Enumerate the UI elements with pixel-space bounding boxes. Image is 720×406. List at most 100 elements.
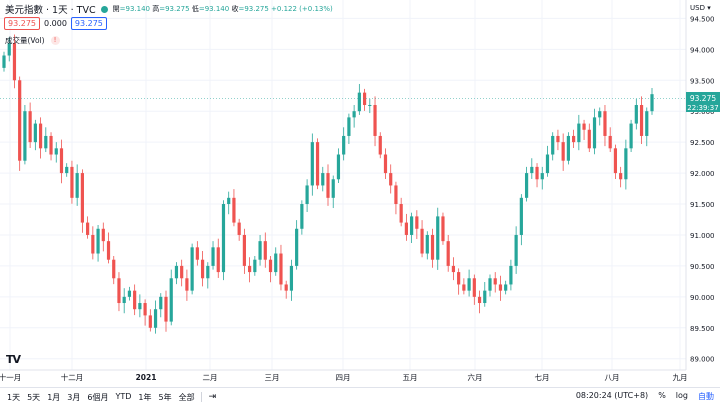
candle-body — [650, 94, 654, 112]
open-label: 開 — [112, 5, 120, 13]
time-axis[interactable]: 十一月 十二月 2021 二月 三月 四月 五月 六月 七月 八月 九月 — [0, 372, 688, 382]
time-tick-label: 三月 — [265, 373, 280, 382]
candle-body — [253, 259, 257, 273]
candle-body — [49, 135, 53, 155]
warning-icon[interactable]: ! — [50, 36, 60, 45]
candle-body — [420, 228, 424, 254]
candle-body — [159, 296, 163, 310]
last-price-label: 93.275 — [690, 94, 716, 103]
time-tick-label: 2021 — [136, 373, 157, 382]
time-tick-label: 七月 — [535, 373, 550, 382]
ask-button[interactable]: 93.275 — [70, 17, 107, 30]
legend-header: 美元指數 · 1天 · TVC 開=93.140 高=93.275 低=93.1… — [0, 0, 333, 18]
candle-body — [389, 173, 393, 186]
log-toggle[interactable]: log — [675, 391, 688, 400]
candle-body — [300, 204, 304, 229]
price-axis[interactable]: 94.500 94.000 93.500 93.000 92.500 92.000 91.5… — [690, 15, 715, 363]
candle-body — [289, 265, 294, 291]
candle-body — [639, 105, 644, 136]
currency-select[interactable]: USD ▾ — [690, 4, 711, 12]
range-button[interactable]: 1年 — [138, 392, 152, 402]
range-button[interactable]: 全部 — [178, 392, 195, 402]
range-button[interactable]: 5年 — [158, 392, 172, 402]
calendar-range-icon[interactable]: ⇥ — [208, 392, 217, 402]
price-tick-label: 93.000 — [690, 108, 715, 116]
high-label: 高 — [152, 5, 160, 13]
candle-body — [227, 197, 231, 205]
volume-legend: 成交量(Vol) ! — [5, 35, 60, 46]
range-button[interactable]: 5天 — [27, 392, 41, 402]
candle-body — [368, 105, 372, 107]
candle-body — [352, 111, 356, 118]
candle-body — [321, 173, 325, 186]
range-button[interactable]: 6個月 — [87, 392, 109, 402]
candle-body — [645, 111, 649, 136]
candle-body — [467, 278, 471, 291]
candle-body — [540, 173, 544, 180]
candle-body — [174, 265, 179, 279]
time-tick-label: 四月 — [336, 373, 351, 382]
price-tick-label: 91.500 — [690, 201, 715, 209]
candle-body — [28, 111, 32, 143]
candle-body — [551, 135, 555, 155]
candle-body — [279, 253, 283, 285]
candle-body — [509, 265, 513, 285]
symbol-title[interactable]: 美元指數 · 1天 · TVC — [5, 5, 96, 16]
time-tick-label: 十一月 — [0, 372, 21, 382]
clock-time[interactable]: 08:20:24 (UTC+8) — [575, 391, 649, 400]
candle-body — [12, 43, 17, 81]
candle-body — [619, 173, 623, 180]
candle-body — [326, 173, 330, 198]
candle-body — [373, 105, 377, 136]
bid-ask-row: 93.275 0.000 93.275 — [4, 17, 107, 30]
range-button[interactable]: 3月 — [67, 392, 81, 402]
candle-body — [331, 179, 335, 198]
candle-body — [86, 222, 90, 235]
candle-body — [38, 123, 43, 149]
candle-body — [394, 185, 398, 205]
candle-body — [206, 265, 210, 279]
candle-body — [436, 216, 440, 260]
candle-body — [268, 259, 273, 273]
candle-body — [613, 148, 618, 174]
candle-body — [284, 284, 288, 291]
chart-grid — [0, 0, 686, 370]
candle-body — [195, 247, 199, 260]
price-tick-label: 89.000 — [690, 356, 715, 364]
candle-body — [237, 222, 241, 235]
candle-body — [477, 296, 482, 304]
range-buttons: 1天 5天 1月 3月 6個月 YTD 1年 5年 全部 — [0, 392, 195, 403]
range-button[interactable]: 1天 — [7, 392, 21, 402]
candle-body — [357, 92, 361, 112]
candle-body — [598, 111, 602, 118]
candle-body — [185, 278, 189, 291]
price-chart[interactable]: 94.500 94.000 93.500 93.000 92.500 92.000 91.5… — [0, 0, 720, 387]
candle-body — [399, 204, 403, 223]
candle-body — [2, 55, 6, 68]
candle-body — [169, 278, 173, 322]
candle-body — [122, 296, 126, 304]
candle-body — [133, 290, 137, 310]
percent-toggle[interactable]: % — [658, 391, 666, 400]
bid-button[interactable]: 93.275 — [4, 17, 40, 30]
price-tick-label: 92.500 — [690, 139, 715, 147]
candle-body — [263, 241, 267, 260]
candlestick-series — [2, 34, 654, 334]
tradingview-logo[interactable]: 𝗧𝗩 — [6, 353, 21, 366]
bar-countdown: 22:39:37 — [687, 104, 718, 112]
close-label: 收 — [231, 5, 239, 13]
candle-body — [404, 222, 408, 235]
candle-body — [514, 234, 518, 266]
spread-value: 0.000 — [44, 19, 67, 28]
candle-body — [65, 166, 69, 174]
range-button[interactable]: 1月 — [47, 392, 61, 402]
range-button[interactable]: YTD — [115, 391, 132, 401]
candle-body — [33, 123, 37, 143]
candle-body — [410, 216, 414, 235]
candle-body — [248, 265, 252, 273]
volume-label[interactable]: 成交量(Vol) — [5, 36, 45, 45]
candle-body — [441, 216, 445, 242]
auto-scale-toggle[interactable]: 自動 — [698, 392, 714, 401]
candle-body — [190, 247, 194, 291]
candle-body — [524, 173, 529, 198]
